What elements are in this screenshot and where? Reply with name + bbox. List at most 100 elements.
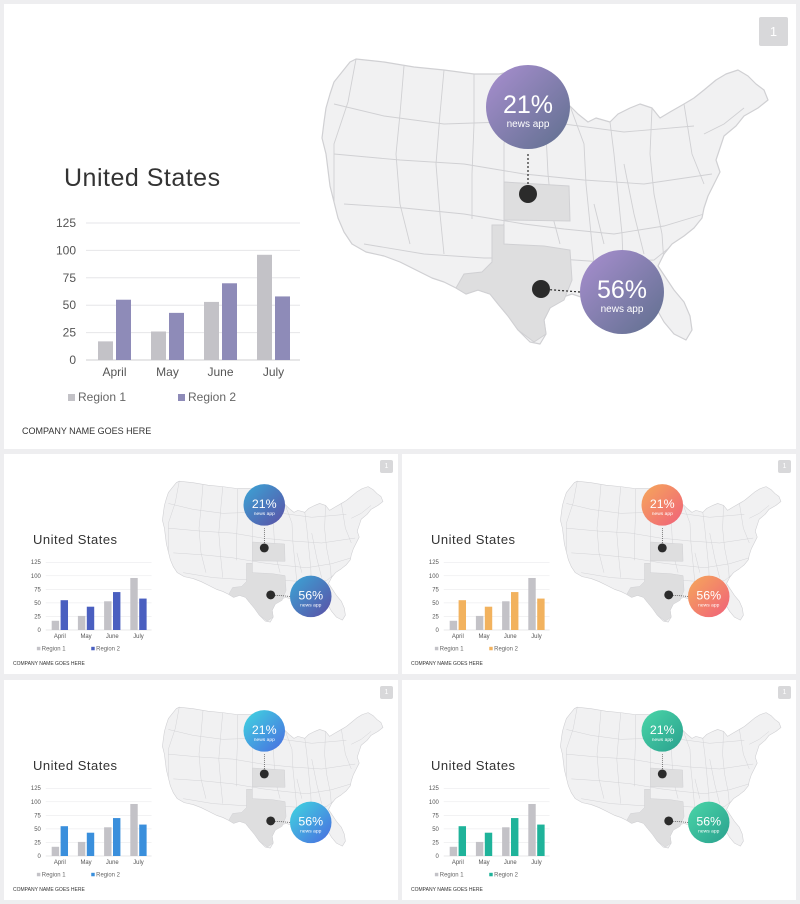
legend-swatch: [489, 646, 493, 651]
state-border: [566, 527, 754, 544]
marker-bubble: [687, 575, 730, 618]
marker-bubble: [641, 710, 684, 752]
state-border: [749, 505, 770, 519]
slide-title: United States: [431, 758, 516, 773]
legend-label: Region 1: [440, 872, 464, 878]
state-border: [395, 65, 411, 245]
y-tick-label: 125: [429, 560, 440, 566]
marker-dot: [664, 590, 674, 600]
bar-region-1-may: [475, 841, 484, 856]
state-highlight-texas: [228, 789, 287, 848]
bar-region-1-may: [475, 615, 484, 630]
state-border: [722, 505, 730, 583]
state-border: [471, 74, 475, 219]
state-border: [682, 730, 696, 809]
bar-region-1-july: [130, 577, 138, 630]
state-border: [566, 707, 578, 778]
marker-label: news app: [300, 829, 321, 834]
legend-label: Region 1: [440, 646, 464, 652]
bar-region-1-april: [449, 620, 458, 630]
x-tick-label: May: [478, 634, 489, 640]
y-tick-label: 0: [38, 854, 42, 860]
y-tick-label: 25: [63, 326, 77, 340]
y-tick-label: 25: [432, 840, 439, 846]
marker-value: 56%: [696, 588, 721, 602]
bar-region-2-june: [113, 818, 121, 856]
marker-value: 21%: [503, 91, 553, 119]
map-marker-2: 56%news app: [532, 250, 664, 334]
y-tick-label: 50: [34, 601, 41, 607]
y-tick-label: 100: [31, 574, 42, 580]
x-tick-label: April: [102, 365, 126, 379]
legend-label: Region 1: [42, 646, 66, 652]
state-border: [341, 503, 352, 544]
slide-title: United States: [431, 532, 516, 547]
bar-chart: 0 25 50 75 100 125 April May June July Region 1 Reg…: [429, 560, 550, 652]
state-highlight-texas: [626, 789, 685, 848]
marker-bubble: [641, 484, 684, 526]
state-border: [683, 103, 705, 185]
y-tick-label: 50: [432, 601, 439, 607]
marker-label: news app: [507, 119, 550, 130]
page-number: 1: [778, 686, 791, 699]
state-borders: [333, 59, 745, 285]
state-border: [198, 710, 207, 799]
marker-dot: [664, 816, 674, 826]
bar-region-1-april: [51, 620, 60, 630]
y-tick-label: 100: [56, 243, 76, 257]
map-marker-1: 21%news app: [486, 65, 570, 203]
state-border: [709, 759, 720, 804]
state-border: [324, 505, 332, 583]
y-tick-label: 25: [34, 840, 41, 846]
marker-label: news app: [254, 512, 275, 517]
state-border: [616, 712, 621, 804]
state-border: [168, 753, 356, 770]
x-tick-label: April: [54, 860, 66, 866]
bar-region-1-july: [130, 803, 138, 856]
marker-value: 56%: [696, 814, 721, 828]
slide-orange: 21% news app 56% news app 0 25 50 75 100 125 April…: [402, 454, 796, 674]
bar-region-1-july: [257, 254, 272, 360]
state-border: [435, 69, 445, 255]
y-tick-label: 0: [69, 353, 76, 367]
marker-dot: [519, 185, 537, 203]
y-tick-label: 125: [31, 560, 42, 566]
bar-region-2-june: [222, 283, 237, 360]
state-border: [593, 203, 605, 245]
y-tick-label: 0: [436, 854, 440, 860]
y-tick-label: 0: [436, 628, 440, 634]
state-border: [168, 527, 356, 544]
marker-value: 21%: [252, 723, 277, 737]
state-border: [173, 778, 352, 794]
legend-label: Region 2: [96, 872, 120, 878]
map-marker-2: 56%news app: [266, 801, 332, 844]
slide-teal: 21% news app 56% news app 0 25 50 75 100 125 April…: [402, 680, 796, 900]
marker-bubble: [580, 250, 664, 334]
legend-swatch: [36, 646, 41, 651]
y-tick-label: 0: [38, 628, 42, 634]
bar-region-2-april: [60, 826, 69, 856]
bar-chart: 0 25 50 75 100 125 April May June July Region 1 Reg…: [429, 786, 550, 878]
state-border: [682, 504, 696, 583]
x-tick-label: July: [263, 365, 284, 379]
state-highlight-kansas: [252, 767, 286, 788]
bar-region-1-june: [502, 827, 510, 856]
y-tick-label: 100: [31, 800, 42, 806]
bar-region-2-june: [511, 592, 519, 630]
state-border: [343, 203, 705, 235]
bar-region-2-june: [511, 818, 519, 856]
state-border: [649, 107, 665, 265]
state-border: [694, 552, 701, 573]
bar-region-1-july: [528, 803, 536, 856]
map-marker-1: 21%news app: [243, 710, 286, 779]
y-tick-label: 50: [34, 827, 41, 833]
state-highlight-kansas: [650, 767, 684, 788]
state-border: [333, 59, 357, 202]
state-border: [596, 710, 605, 799]
state-border: [296, 552, 303, 573]
legend-swatch: [434, 646, 439, 651]
marker-value: 21%: [650, 497, 675, 511]
